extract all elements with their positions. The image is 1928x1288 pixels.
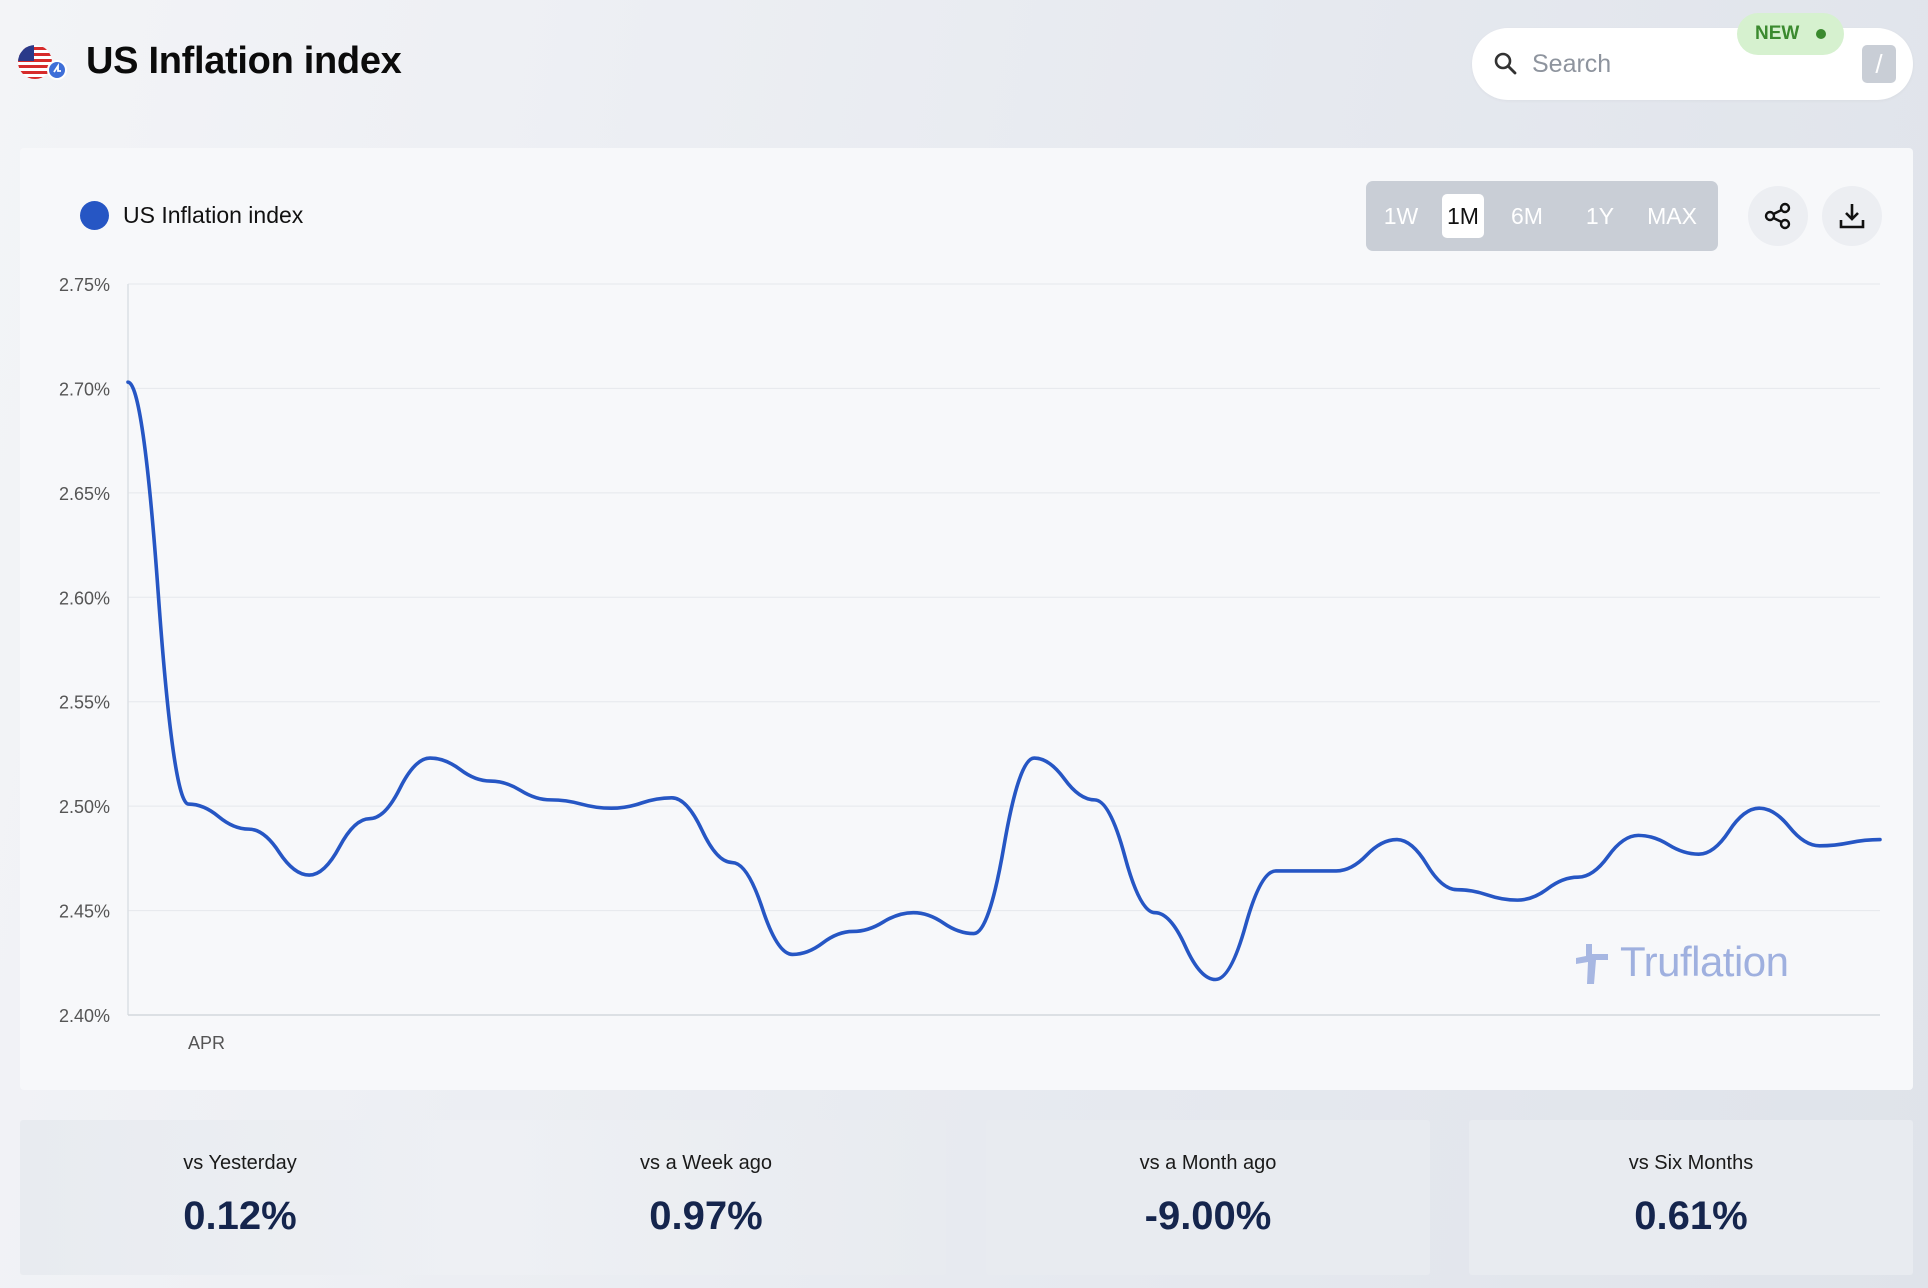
- new-badge: NEW: [1737, 13, 1844, 55]
- new-badge-label: NEW: [1755, 23, 1800, 44]
- x-tick-label: APR: [188, 1033, 225, 1053]
- stat-card-six-months: vs Six Months 0.61%: [1469, 1120, 1913, 1275]
- time-range-selector: 1W 1M 6M 1Y MAX: [1366, 181, 1718, 251]
- stat-card-yesterday: vs Yesterday 0.12%: [20, 1120, 460, 1275]
- us-flag-icon: [18, 45, 67, 80]
- download-button[interactable]: [1822, 186, 1882, 246]
- stat-value: 0.12%: [183, 1194, 297, 1238]
- legend-swatch: [80, 201, 109, 230]
- series-line: [126, 380, 1882, 982]
- y-tick-label: 2.75%: [59, 275, 110, 295]
- truflation-logo-icon: [1576, 944, 1608, 984]
- stat-label: vs a Month ago: [1139, 1152, 1277, 1174]
- download-icon: [1839, 204, 1865, 229]
- search-shortcut-key: /: [1862, 45, 1896, 83]
- watermark-text: Truflation: [1620, 938, 1789, 985]
- share-icon: [1764, 202, 1791, 230]
- stat-label: vs Yesterday: [183, 1152, 297, 1174]
- stat-value: 0.61%: [1634, 1194, 1748, 1238]
- y-tick-label: 2.40%: [59, 1006, 110, 1026]
- page-header: US Inflation index / NEW: [0, 0, 1928, 140]
- page-title: US Inflation index: [86, 40, 402, 82]
- stat-label: vs Six Months: [1628, 1152, 1754, 1174]
- y-tick-label: 2.65%: [59, 484, 110, 504]
- range-tab-1m[interactable]: 1M: [1442, 194, 1484, 238]
- y-tick-label: 2.70%: [59, 379, 110, 399]
- stat-value: -9.00%: [1144, 1194, 1272, 1238]
- range-tab-1y[interactable]: 1Y: [1585, 203, 1615, 229]
- legend-label: US Inflation index: [123, 202, 304, 228]
- y-tick-label: 2.55%: [59, 693, 110, 713]
- range-tab-max[interactable]: MAX: [1647, 203, 1697, 229]
- range-tab-6m[interactable]: 6M: [1511, 203, 1543, 229]
- search-box[interactable]: /: [1472, 28, 1913, 100]
- stat-value: 0.97%: [649, 1194, 763, 1238]
- line-chart: 2.40% 2.45% 2.50% 2.55% 2.60% 2.65% 2.70% 2.75%…: [59, 275, 1882, 1053]
- stat-card-week: vs a Week ago 0.97%: [486, 1120, 926, 1275]
- stat-card-group-1: vs Yesterday 0.12% vs a Week ago 0.97%: [20, 1120, 946, 1275]
- range-tab-1w[interactable]: 1W: [1383, 203, 1419, 229]
- chart-card: 2.40% 2.45% 2.50% 2.55% 2.60% 2.65% 2.70% 2.75%…: [20, 148, 1913, 1090]
- search-icon: [1494, 52, 1517, 75]
- stat-card-month: vs a Month ago -9.00%: [986, 1120, 1430, 1275]
- stat-label: vs a Week ago: [640, 1152, 772, 1174]
- y-tick-label: 2.45%: [59, 902, 110, 922]
- y-tick-label: 2.60%: [59, 588, 110, 608]
- status-dot: [1816, 29, 1826, 39]
- share-button[interactable]: [1748, 186, 1808, 246]
- y-tick-label: 2.50%: [59, 797, 110, 817]
